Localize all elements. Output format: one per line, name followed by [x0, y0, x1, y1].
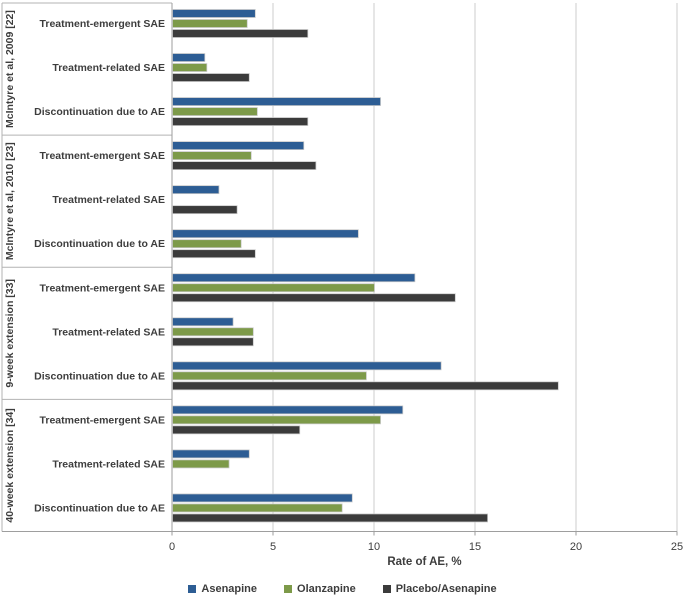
bar-olanzapine: [172, 371, 367, 381]
x-axis-title: Rate of AE, %: [387, 556, 462, 568]
x-tick-label: 20: [570, 541, 582, 553]
bar-asenapine: [172, 97, 381, 106]
asenapine-swatch-icon: [188, 585, 197, 593]
legend-label: Asenapine: [201, 583, 258, 595]
bar-asenapine: [172, 449, 250, 459]
bar-placebo-asenapine: [172, 117, 309, 126]
legend-item-asenapine: Asenapine: [188, 583, 257, 595]
category-label: Treatment-related SAE: [52, 62, 165, 74]
bar-placebo-asenapine: [172, 29, 309, 38]
legend-item-placebo-asenapine: Placebo/Asenapine: [382, 583, 497, 595]
category-label: Treatment-emergent SAE: [40, 414, 165, 426]
bar-asenapine: [172, 405, 404, 415]
legend-label: Olanzapine: [297, 583, 356, 595]
bar-asenapine: [172, 9, 256, 18]
olanzapine-swatch-icon: [284, 585, 293, 593]
legend-item-olanzapine: Olanzapine: [284, 583, 356, 595]
bar-olanzapine: [172, 151, 252, 160]
bar-placebo-asenapine: [172, 293, 456, 303]
bar-placebo-asenapine: [172, 161, 317, 170]
bar-olanzapine: [172, 459, 230, 469]
category-label: Discontinuation due to AE: [34, 502, 165, 514]
placebo-asenapine-swatch-icon: [382, 585, 391, 593]
bar-placebo-asenapine: [172, 73, 250, 82]
bar-olanzapine: [172, 503, 343, 513]
bar-placebo-asenapine: [172, 381, 559, 391]
bar-olanzapine: [172, 415, 381, 425]
bar-olanzapine: [172, 19, 248, 28]
bar-placebo-asenapine: [172, 249, 256, 259]
group-label: McIntyre et al, 2009 [22]: [4, 10, 16, 128]
bar-asenapine: [172, 493, 353, 503]
bar-asenapine: [172, 317, 234, 327]
chart-legend: Asenapine Olanzapine Placebo/Asenapine: [0, 583, 685, 595]
ae-rate-bar-chart: 0 5 10 15 20 25 McIntyre et al, 2009 [22] Treat…: [1, 2, 683, 553]
category-label: Discontinuation due to AE: [34, 238, 165, 250]
x-tick-label: 10: [368, 541, 380, 553]
bar-placebo-asenapine: [172, 513, 488, 523]
group-label: 9-week extension [33]: [4, 279, 16, 388]
group-label: McIntyre et al, 2010 [23]: [4, 142, 16, 260]
bar-olanzapine: [172, 283, 375, 293]
bar-olanzapine: [172, 327, 254, 337]
category-label: Treatment-emergent SAE: [40, 150, 165, 162]
category-label: Treatment-related SAE: [52, 194, 165, 206]
bar-olanzapine: [172, 107, 258, 116]
category-label: Discontinuation due to AE: [34, 106, 165, 118]
category-label: Treatment-related SAE: [52, 326, 165, 338]
category-label: Treatment-related SAE: [52, 458, 165, 470]
bar-placebo-asenapine: [172, 337, 254, 347]
category-label: Treatment-emergent SAE: [40, 282, 165, 294]
bar-asenapine: [172, 229, 359, 239]
legend-label: Placebo/Asenapine: [395, 583, 497, 595]
bar-asenapine: [172, 273, 416, 283]
x-tick-label: 15: [469, 541, 481, 553]
bar-asenapine: [172, 141, 305, 150]
x-tick-label: 0: [169, 541, 175, 553]
bar-asenapine: [172, 53, 206, 62]
group-label: 40-week extension [34]: [4, 408, 16, 522]
category-label: Treatment-emergent SAE: [40, 18, 165, 30]
bar-placebo-asenapine: [172, 425, 301, 435]
bar-olanzapine: [172, 239, 242, 249]
bar-asenapine: [172, 185, 220, 195]
bar-olanzapine: [172, 63, 208, 72]
bar-asenapine: [172, 361, 442, 371]
category-label: Discontinuation due to AE: [34, 370, 165, 382]
x-tick-label: 25: [671, 541, 683, 553]
bar-placebo-asenapine: [172, 205, 238, 215]
x-tick-label: 5: [270, 541, 276, 553]
